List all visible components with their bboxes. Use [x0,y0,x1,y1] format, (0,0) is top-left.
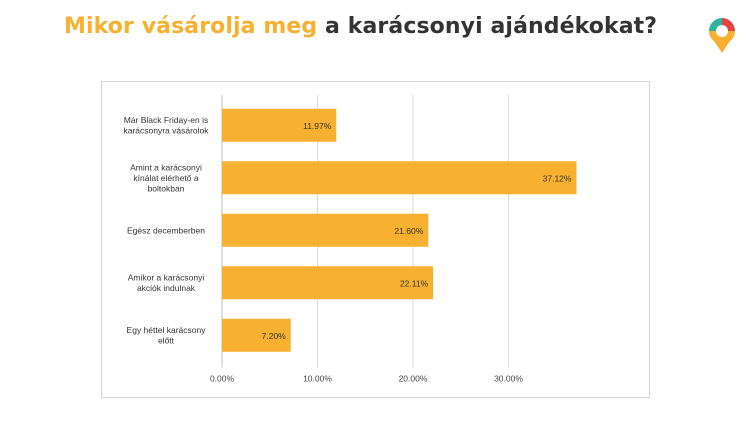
bar-chart: 0.00% 10.00% 20.00% 30.00% 11.97% Már Black F… [123,95,577,384]
bar [222,108,337,142]
title-rest: a karácsonyi ajándékokat? [325,14,658,39]
x-tick-label: 10.00% [303,374,332,384]
data-label: 11.97% [303,121,332,131]
category-label-line: Amint a karácsonyi [130,162,202,172]
bar [222,213,429,247]
category-label-line: Már Black Friday-en is [124,115,209,125]
chart-frame: 0.00% 10.00% 20.00% 30.00% 11.97% Már Black F… [101,81,650,398]
category-label: Amikor a karácsonyi akciók indulnak [128,273,205,294]
x-tick-label: 30.00% [494,374,523,384]
category-label-line: Amikor a karácsonyi [128,273,205,283]
category-label-line: Egy héttel karácsony [127,325,207,335]
category-label-line: Egész decemberben [127,225,205,235]
data-label: 37.12% [543,173,572,183]
bar [222,266,434,300]
category-label-line: előtt [158,336,175,346]
data-label: 21.60% [394,226,423,236]
data-label: 22.11% [400,278,429,288]
category-label-line: boltokban [148,183,185,193]
bar [222,318,291,352]
data-label: 7.20% [262,331,287,341]
category-label: Már Black Friday-en is karácsonyra vásáro… [123,115,209,136]
category-label: Amint a karácsonyi kínálat elérhető a bolt… [130,162,202,193]
category-label: Egész decemberben [127,225,205,235]
page-title: Mikor vásárolja meg a karácsonyi ajándék… [64,14,657,39]
bar [222,161,577,195]
category-label-line: akciók indulnak [137,283,196,293]
category-label-line: karácsonyra vásárolok [123,126,209,136]
category-label-line: kínálat elérhető a [133,173,198,183]
x-tick-label: 20.00% [399,374,428,384]
title-highlight: Mikor vásárolja meg [64,14,318,39]
x-tick-label: 0.00% [210,374,235,384]
category-label: Egy héttel karácsony előtt [127,325,207,346]
map-pin-logo-icon [709,18,735,53]
